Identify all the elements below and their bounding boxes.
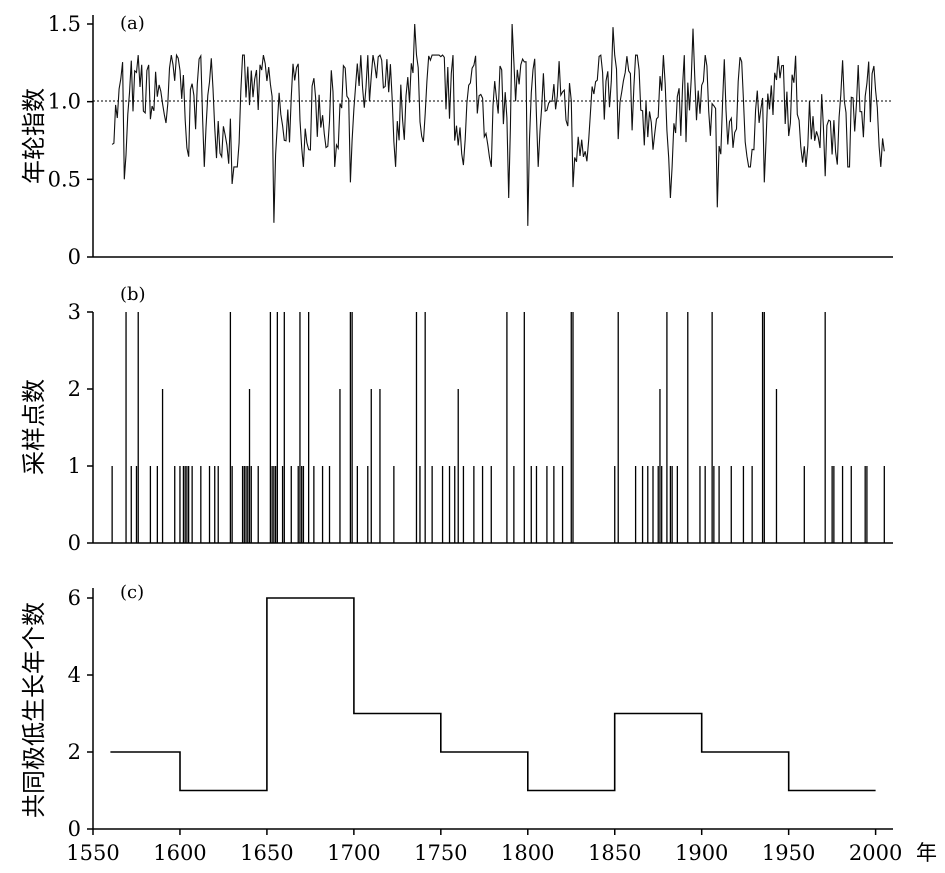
y-tick-label: 4 bbox=[68, 663, 81, 687]
y-tick-label: 2 bbox=[68, 740, 81, 764]
y-tick-label: 1.0 bbox=[48, 90, 81, 114]
panel-c-ylabel: 共同极低生长年个数 bbox=[20, 602, 48, 818]
x-tick-label: 1750 bbox=[414, 841, 467, 865]
y-tick-label: 0 bbox=[68, 817, 81, 841]
x-tick-label: 1600 bbox=[153, 841, 206, 865]
x-tick-label: 1850 bbox=[588, 841, 641, 865]
y-tick-label: 0 bbox=[68, 245, 81, 269]
panel-c: 0 2 4 6 (c) 共同极低生长年个数 1550 1600 1650 1700 1750 1… bbox=[20, 582, 937, 865]
low-growth-year-count-steps bbox=[110, 597, 876, 792]
y-tick-label: 0.5 bbox=[48, 167, 81, 191]
x-tick-label: 1950 bbox=[762, 841, 815, 865]
y-tick-label: 0 bbox=[68, 531, 81, 555]
panel-b: 0 1 2 3 (b) 采样点数 bbox=[20, 284, 893, 555]
x-tick-label: 1900 bbox=[675, 841, 728, 865]
x-tick-label: 1550 bbox=[66, 841, 119, 865]
ring-width-index-series bbox=[111, 23, 885, 226]
x-tick-label: 2000 bbox=[849, 841, 902, 865]
panel-b-tag: (b) bbox=[120, 284, 146, 305]
x-axis-unit-label: 年 bbox=[916, 841, 937, 865]
panel-a-tag: (a) bbox=[120, 13, 145, 34]
panel-b-ylabel: 采样点数 bbox=[20, 379, 48, 475]
panel-a: 0 0.5 1.0 1.5 (a) 年轮指数 bbox=[20, 12, 893, 269]
y-tick-label: 2 bbox=[68, 377, 81, 401]
y-tick-label: 1.5 bbox=[48, 12, 81, 36]
panel-c-tag: (c) bbox=[120, 582, 144, 603]
x-tick-label: 1800 bbox=[501, 841, 554, 865]
panel-a-ylabel: 年轮指数 bbox=[20, 88, 48, 184]
y-tick-label: 3 bbox=[68, 300, 81, 324]
y-tick-label: 1 bbox=[68, 454, 81, 478]
x-tick-label: 1700 bbox=[327, 841, 380, 865]
y-tick-label: 6 bbox=[68, 586, 81, 610]
x-tick-label: 1650 bbox=[240, 841, 293, 865]
